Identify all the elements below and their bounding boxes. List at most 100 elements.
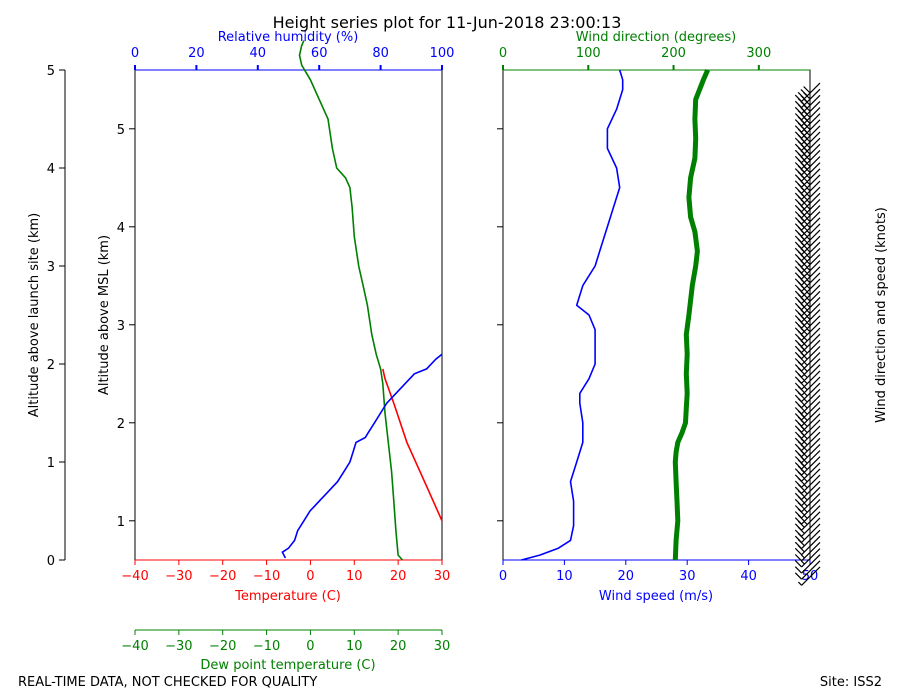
temperature-tick-label: 0 <box>306 569 314 584</box>
temperature-line <box>382 368 443 522</box>
wind-barb <box>797 566 821 586</box>
outer-altitude-axis-label: Altitude above launch site (km) <box>27 213 42 417</box>
dewpoint-tick-label: 20 <box>390 639 407 654</box>
wind-barb-axis-label: Wind direction and speed (knots) <box>874 207 889 423</box>
wind-barb <box>794 462 821 482</box>
outer-altitude-tick-label: 0 <box>47 554 55 569</box>
wind-barbs <box>794 82 821 586</box>
humidity-tick-label: 40 <box>250 46 267 61</box>
wind-panel: 0 10 20 30 40 500 100 200 300 Wind direction (de… <box>497 30 889 604</box>
wind-barb <box>794 486 821 507</box>
wind_speed-line <box>521 69 624 561</box>
thermo-plot-area <box>134 69 443 561</box>
wind-barb <box>794 541 821 562</box>
wind-axis-ticks: 0 10 20 30 40 500 100 200 300 <box>497 46 818 584</box>
wind-barb <box>794 419 821 439</box>
dewpoint-tick-label: 30 <box>434 639 451 654</box>
wind-barb <box>794 407 821 427</box>
thermo-panel: 0 1 2 3 4 5 1 2 3 4 5 −40 −30 −20 −10 0 10 20 30 −40 −30 −20 −… <box>27 30 454 673</box>
wind-barb <box>794 492 821 513</box>
wind_speed-tick-label: 20 <box>618 569 635 584</box>
wind-barb <box>794 548 821 568</box>
wind-barb <box>794 505 821 525</box>
temperature-axis-label: Temperature (C) <box>234 589 341 604</box>
wind_direction-tick-label: 100 <box>576 46 601 61</box>
wind-barb <box>794 468 821 488</box>
wind-barb <box>794 327 821 347</box>
humidity-line <box>281 353 443 559</box>
outer-altitude-tick-label: 2 <box>47 358 55 373</box>
wind_direction-line <box>672 68 710 561</box>
temperature-tick-label: 20 <box>390 569 407 584</box>
wind-barb <box>794 474 821 494</box>
wind-barb <box>794 450 821 470</box>
wind-barb <box>794 511 821 531</box>
wind-barb <box>794 560 821 580</box>
temperature-tick-label: −10 <box>253 569 280 584</box>
wind-barb <box>794 358 821 378</box>
site-label: Site: ISS2 <box>820 675 882 690</box>
wind_speed-tick-label: 10 <box>556 569 573 584</box>
wind-barb <box>794 499 821 519</box>
wind-speed-axis-label: Wind speed (m/s) <box>599 589 713 604</box>
wind_speed-tick-label: 40 <box>740 569 757 584</box>
humidity-tick-label: 60 <box>311 46 328 61</box>
wind-barb <box>794 437 821 458</box>
wind-barb <box>794 443 821 464</box>
wind-barb <box>794 554 821 574</box>
humidity-tick-label: 100 <box>430 46 455 61</box>
dewpoint-axis-label: Dew point temperature (C) <box>200 658 375 673</box>
wind-barb <box>794 339 821 360</box>
dewpoint-tick-label: 0 <box>306 639 314 654</box>
outer-altitude-tick-label: 1 <box>47 456 55 471</box>
wind-direction-axis-label: Wind direction (degrees) <box>576 30 736 45</box>
wind-barb <box>794 345 821 366</box>
dewpoint-tick-label: −10 <box>253 639 280 654</box>
wind-barb <box>794 456 821 476</box>
humidity-tick-label: 20 <box>188 46 205 61</box>
wind-plot-area <box>502 69 811 561</box>
dewpoint-tick-label: −20 <box>209 639 236 654</box>
dewpoint-tick-label: −40 <box>121 639 148 654</box>
temperature-tick-label: 30 <box>434 569 451 584</box>
wind_direction-tick-label: 200 <box>661 46 686 61</box>
temperature-tick-label: −30 <box>165 569 192 584</box>
wind-barb <box>794 364 821 384</box>
wind-barb <box>794 480 821 501</box>
wind_direction-tick-label: 300 <box>746 46 771 61</box>
outer-altitude-tick-label: 4 <box>47 162 55 177</box>
wind-barb <box>794 413 821 433</box>
msl-altitude-tick-label: 1 <box>117 515 125 530</box>
msl-altitude-tick-label: 5 <box>117 123 125 138</box>
wind-series <box>521 68 710 561</box>
quality-disclaimer: REAL-TIME DATA, NOT CHECKED FOR QUALITY <box>18 675 317 690</box>
wind-barb <box>794 388 821 409</box>
figure-title: Height series plot for 11-Jun-2018 23:00… <box>273 13 622 32</box>
wind-barb <box>794 82 821 102</box>
msl-altitude-axis-label: Altitude above MSL (km) <box>97 235 112 395</box>
temperature-tick-label: 10 <box>346 569 363 584</box>
wind_speed-tick-label: 0 <box>499 569 507 584</box>
humidity-tick-label: 80 <box>372 46 389 61</box>
temperature-tick-label: −20 <box>209 569 236 584</box>
dewpoint-line <box>298 40 404 561</box>
humidity-tick-label: 0 <box>131 46 139 61</box>
wind-barb <box>794 370 821 390</box>
temperature-tick-label: −40 <box>121 569 148 584</box>
wind_direction-tick-label: 0 <box>499 46 507 61</box>
humidity-axis-label: Relative humidity (%) <box>218 30 359 45</box>
dewpoint-tick-label: 10 <box>346 639 363 654</box>
wind-barb <box>794 382 821 403</box>
dewpoint-tick-label: −30 <box>165 639 192 654</box>
wind-barb <box>794 333 821 354</box>
wind-barb <box>794 431 821 452</box>
wind-barb <box>794 376 821 396</box>
msl-altitude-tick-label: 2 <box>117 417 125 432</box>
wind_speed-tick-label: 30 <box>679 569 696 584</box>
thermo-axis-ticks: 0 1 2 3 4 5 1 2 3 4 5 −40 −30 −20 −10 0 10 20 30 −40 −30 −20 −… <box>47 46 455 654</box>
outer-altitude-tick-label: 3 <box>47 260 55 275</box>
wind-barb <box>794 401 821 421</box>
wind-barb <box>794 425 821 445</box>
msl-altitude-tick-label: 3 <box>117 319 125 334</box>
